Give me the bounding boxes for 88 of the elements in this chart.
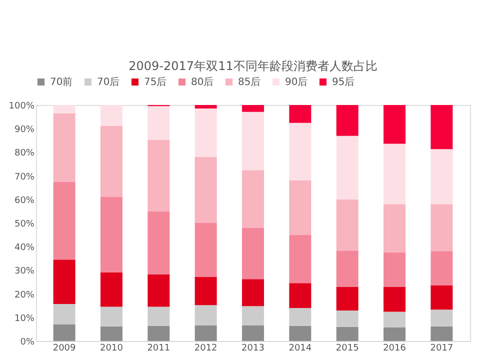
bar — [336, 136, 358, 200]
y-tick-label: 20% — [14, 290, 35, 300]
x-tick-label: 2016 — [383, 344, 406, 354]
bar — [194, 223, 217, 278]
bar — [100, 306, 122, 326]
bar — [100, 197, 122, 273]
bar — [194, 305, 217, 326]
bar — [194, 325, 217, 341]
bar — [242, 325, 264, 341]
bar — [430, 326, 453, 341]
legend-label: 95后 — [332, 76, 355, 88]
bar — [289, 180, 312, 235]
y-tick-label: 50% — [14, 220, 35, 230]
x-tick-label: 2010 — [100, 344, 124, 354]
y-tick-label: 80% — [14, 148, 35, 159]
bar — [430, 285, 453, 310]
y-tick-label: 70% — [14, 172, 35, 182]
bar — [336, 326, 358, 341]
bar — [242, 112, 264, 170]
bar — [430, 251, 453, 286]
bar — [53, 304, 76, 324]
bar — [384, 312, 406, 328]
bar — [430, 149, 453, 204]
y-tick-label: 90% — [14, 125, 35, 136]
bar — [289, 234, 312, 284]
bar — [194, 105, 217, 109]
bar — [289, 326, 312, 341]
legend-label: 70前 — [50, 76, 73, 88]
bar — [242, 170, 264, 228]
bar — [148, 274, 170, 307]
bar — [384, 328, 406, 341]
bar — [194, 156, 217, 223]
y-tick-label: 30% — [14, 266, 35, 277]
bar — [148, 106, 170, 140]
bar — [242, 306, 264, 326]
x-tick-label: 2011 — [147, 344, 170, 354]
x-tick-label: 2014 — [288, 344, 312, 354]
x-tick-label: 2009 — [52, 344, 76, 354]
legend-label: 90后 — [285, 76, 308, 88]
bar — [289, 122, 312, 181]
bar — [336, 310, 358, 327]
legend-label: 75后 — [144, 76, 167, 88]
bar — [194, 108, 217, 157]
bar — [289, 308, 312, 326]
bar — [384, 204, 406, 252]
bar — [384, 105, 406, 144]
y-tick-label: 0% — [20, 338, 35, 348]
bar — [53, 182, 76, 260]
bar — [194, 277, 217, 306]
legend-label: 70后 — [97, 76, 120, 88]
bar — [242, 279, 264, 306]
bar — [53, 113, 76, 182]
bar — [336, 199, 358, 251]
bar — [242, 228, 264, 280]
x-tick-label: 2013 — [242, 344, 264, 354]
bar — [289, 283, 312, 308]
bar — [384, 252, 406, 287]
y-tick-label: 40% — [14, 243, 35, 254]
legend-label: 80后 — [191, 76, 214, 88]
bar — [100, 272, 122, 307]
bar — [289, 105, 312, 123]
bar — [336, 105, 358, 136]
bar — [336, 286, 358, 311]
y-tick-label: 100% — [8, 102, 35, 112]
x-tick-label: 2017 — [430, 344, 454, 354]
bar — [336, 250, 358, 287]
bar — [384, 144, 406, 204]
x-tick-label: 2012 — [194, 344, 218, 354]
bar — [148, 211, 170, 274]
bar — [100, 105, 122, 126]
bar — [430, 204, 453, 252]
bar — [430, 105, 453, 150]
bar — [53, 260, 76, 304]
legend-label: 85后 — [238, 76, 261, 88]
y-tick-label: 60% — [14, 196, 35, 206]
bar — [100, 126, 122, 198]
bar — [384, 286, 406, 312]
bar — [53, 324, 76, 341]
bar — [53, 105, 76, 114]
bar — [148, 140, 170, 212]
y-tick-label: 10% — [14, 314, 35, 324]
bar — [430, 310, 453, 326]
bar — [148, 326, 170, 341]
x-tick-label: 2015 — [336, 344, 359, 354]
bar — [148, 306, 170, 326]
bar — [242, 105, 264, 112]
bar — [100, 326, 122, 341]
chart-title: 2009-2017年双11不同年龄段消费者人数占比 — [128, 59, 378, 73]
